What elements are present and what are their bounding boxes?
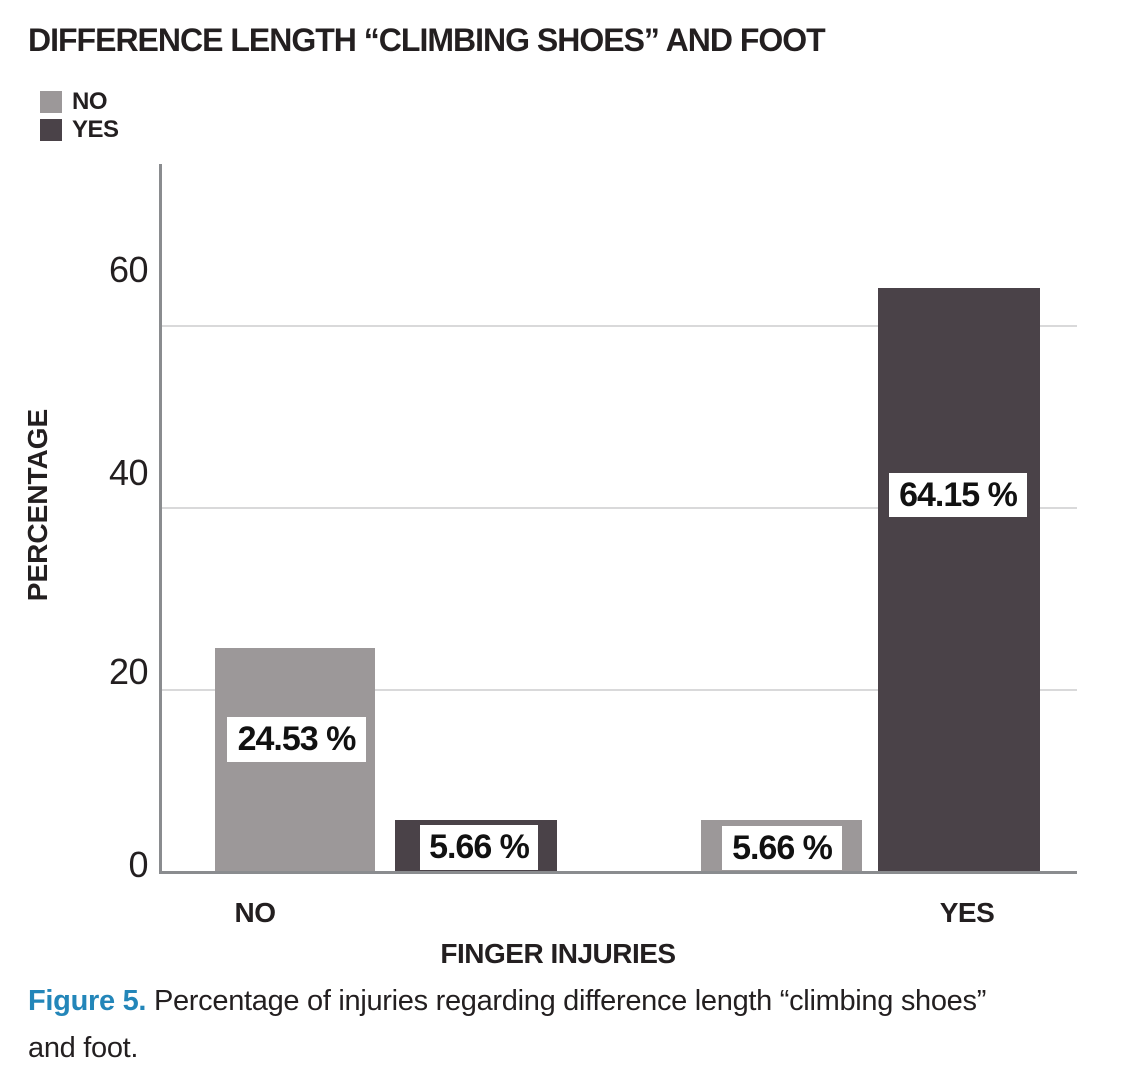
legend-entry-no: NO (40, 88, 108, 116)
value-label-24-53: 24.53 % (227, 717, 366, 762)
legend-swatch-no-icon (40, 91, 62, 113)
legend-label-no: NO (72, 88, 108, 115)
value-label-5-66-left: 5.66 % (420, 825, 538, 870)
value-label-5-66-right: 5.66 % (722, 826, 842, 870)
y-tick-40: 40 (108, 452, 149, 493)
x-tick-no: NO (234, 897, 277, 928)
y-tick-0: 0 (128, 844, 148, 885)
gridline-40 (162, 507, 1077, 509)
y-axis-title: PERCENTAGE (22, 408, 53, 602)
legend-swatch-yes-icon (40, 119, 62, 141)
y-tick-20: 20 (108, 651, 149, 692)
legend-label-yes: YES (72, 116, 119, 143)
x-tick-yes: YES (939, 897, 995, 928)
plot-area (159, 164, 1077, 874)
chart-title: DIFFERENCE LENGTH “CLIMBING SHOES” AND F… (28, 22, 826, 58)
x-axis-title: FINGER INJURIES (440, 938, 676, 969)
legend-entry-yes: YES (40, 116, 119, 144)
bar-finger-injuries-yes-difference-yes (878, 287, 1040, 871)
value-label-64-15: 64.15 % (889, 473, 1027, 517)
figure-caption: Figure 5. Percentage of injuries regardi… (28, 978, 1028, 1072)
gridline-60 (162, 325, 1077, 327)
y-tick-60: 60 (108, 249, 149, 290)
figure-caption-text: Percentage of injuries regarding differe… (28, 985, 987, 1064)
gridline-20 (162, 689, 1077, 691)
figure-caption-label: Figure 5. (28, 985, 147, 1017)
